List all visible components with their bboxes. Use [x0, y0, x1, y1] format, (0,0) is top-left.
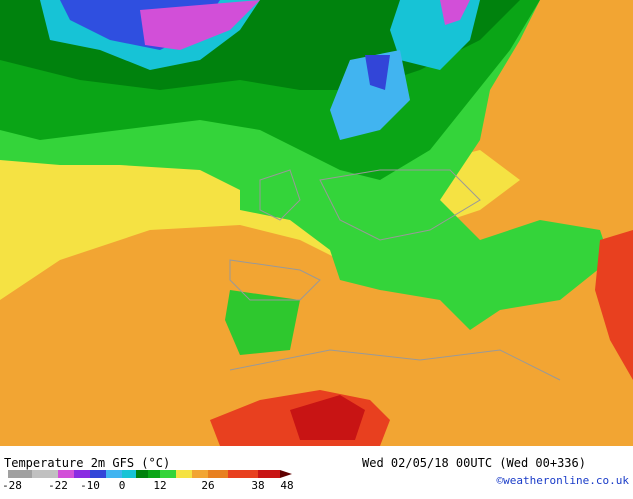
colorbar-tick-label: 12	[153, 479, 166, 492]
colorbar-tick-label: 48	[280, 479, 293, 492]
colorbar-tick-label: 38	[251, 479, 264, 492]
colorbar-ticks: -28 -22 -10 0 12 26 38 48	[2, 479, 294, 492]
credit: ©weatheronline.co.uk	[497, 474, 630, 487]
colorbar	[8, 470, 292, 478]
valid-time: Wed 02/05/18 00UTC (Wed 00+336)	[362, 456, 586, 470]
colorbar-tick-label: -22	[48, 479, 68, 492]
colorbar-tick-label: 0	[119, 479, 126, 492]
colorbar-tick-label: 26	[201, 479, 214, 492]
map-field	[0, 0, 633, 446]
map-title: Temperature 2m GFS (°C)	[4, 456, 170, 470]
colorbar-tick-label: -28	[2, 479, 22, 492]
colorbar-tick-label: -10	[80, 479, 100, 492]
